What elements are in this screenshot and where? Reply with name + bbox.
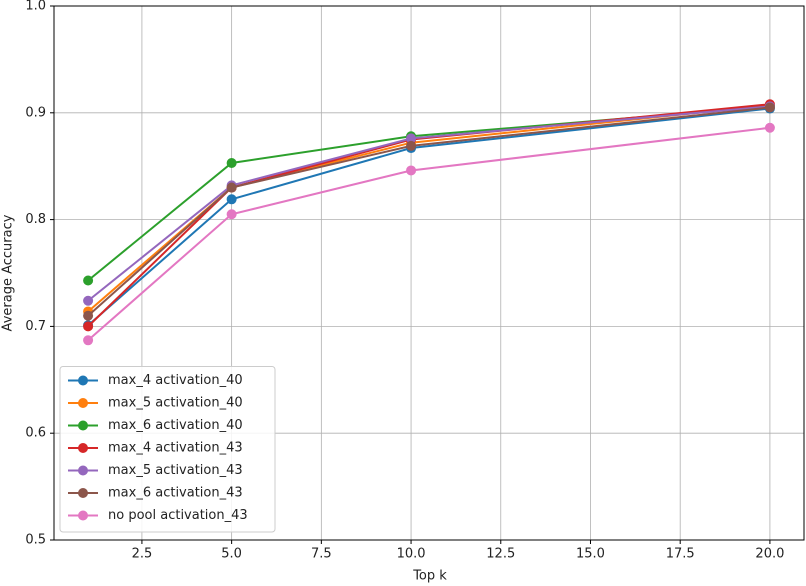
data-point bbox=[83, 321, 94, 332]
data-point bbox=[764, 102, 775, 113]
x-tick-label: 2.5 bbox=[132, 547, 153, 562]
data-point bbox=[83, 275, 94, 286]
x-tick-label: 17.5 bbox=[666, 547, 695, 562]
series-line bbox=[87, 106, 771, 317]
legend-marker bbox=[78, 510, 88, 521]
data-point bbox=[406, 165, 417, 176]
legend-marker bbox=[78, 443, 88, 453]
legend-marker bbox=[78, 465, 88, 476]
data-point bbox=[226, 157, 237, 168]
data-point bbox=[764, 122, 775, 133]
y-tick-label: 0.5 bbox=[25, 533, 46, 548]
legend-marker bbox=[78, 488, 88, 498]
series-line bbox=[87, 104, 771, 313]
series-line bbox=[87, 126, 771, 342]
series-line bbox=[87, 105, 770, 302]
legend-box bbox=[59, 366, 276, 533]
data-point bbox=[83, 310, 94, 321]
legend-label: max_5 activation_43 bbox=[108, 463, 243, 478]
data-point bbox=[83, 295, 94, 306]
data-point bbox=[406, 133, 417, 144]
legend-label: max_5 activation_40 bbox=[108, 396, 243, 411]
legend-label: max_6 activation_43 bbox=[108, 486, 243, 501]
data-point bbox=[226, 194, 237, 205]
legend-label: max_6 activation_40 bbox=[108, 418, 243, 433]
x-axis-label: Top k bbox=[412, 569, 447, 584]
y-axis-label: Average Accuracy bbox=[1, 214, 16, 331]
legend-label: max_4 activation_43 bbox=[108, 441, 243, 456]
x-tick-label: 7.5 bbox=[311, 547, 332, 562]
x-tick-label: 20.0 bbox=[755, 547, 784, 562]
data-point bbox=[83, 335, 94, 346]
legend-marker bbox=[78, 420, 88, 431]
y-tick-label: 0.9 bbox=[25, 105, 46, 120]
x-tick-label: 15.0 bbox=[576, 547, 605, 562]
series-line bbox=[87, 105, 770, 282]
x-tick-label: 10.0 bbox=[397, 547, 426, 562]
data-point bbox=[226, 209, 237, 220]
plot-frame bbox=[53, 5, 805, 541]
data-point bbox=[406, 140, 417, 151]
y-tick-label: 0.8 bbox=[25, 212, 46, 227]
legend-marker bbox=[78, 398, 88, 408]
legend-label: max_4 activation_40 bbox=[108, 373, 243, 388]
x-tick-label: 12.5 bbox=[486, 547, 515, 562]
legend-marker bbox=[78, 375, 88, 386]
data-point bbox=[226, 182, 237, 193]
y-tick-label: 0.7 bbox=[25, 319, 46, 334]
y-tick-label: 1.0 bbox=[25, 0, 46, 14]
series-line bbox=[87, 107, 771, 327]
legend-label: no pool activation_43 bbox=[108, 508, 248, 523]
y-tick-label: 0.6 bbox=[25, 426, 46, 441]
x-tick-label: 5.0 bbox=[221, 547, 242, 562]
